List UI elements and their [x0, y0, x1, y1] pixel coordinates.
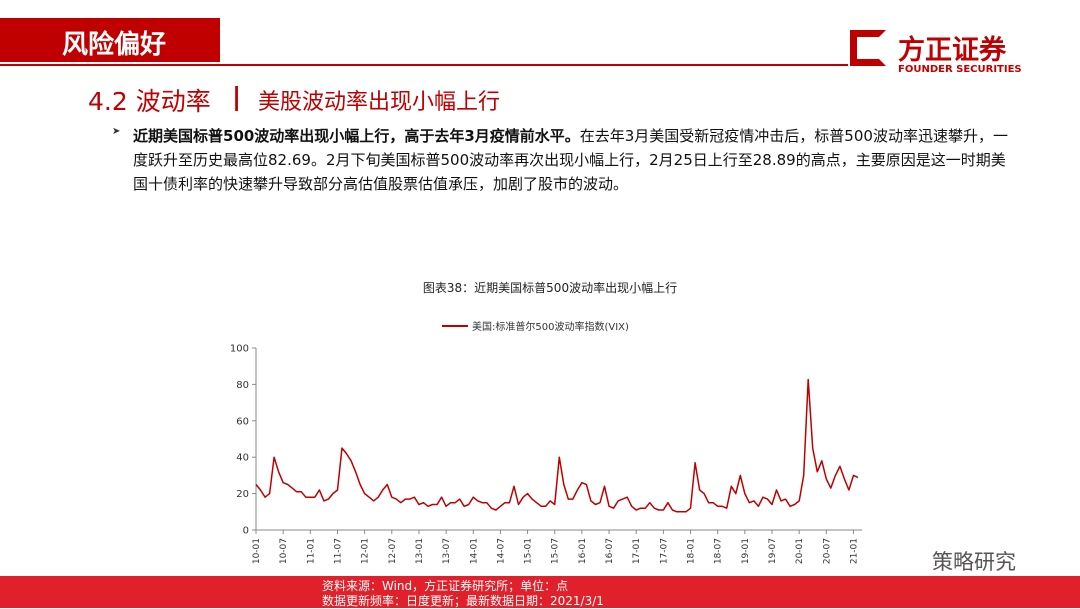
- bullet-mark: ➤: [112, 126, 121, 137]
- x-tick-label: 14-01: [469, 538, 479, 564]
- y-tick-label: 20: [236, 489, 249, 500]
- heading-title: 4.2 波动率: [88, 87, 211, 116]
- x-tick-label: 17-01: [632, 538, 642, 564]
- logo-cn: 方正证券: [898, 35, 1006, 66]
- x-tick-label: 14-07: [496, 538, 506, 564]
- x-tick-label: 16-07: [605, 538, 615, 564]
- footer-update: 数据更新频率：日度更新；最新数据日期：2021/3/1: [322, 594, 604, 608]
- bullet-body: 在去年3月美国受新冠疫情冲击后，标普500波动率迅速攀升，一度跃升至历史最高位8…: [133, 127, 1008, 193]
- logo-icon: [850, 30, 886, 66]
- x-tick-label: 16-01: [578, 538, 588, 564]
- x-tick-label: 10-07: [279, 538, 289, 564]
- y-tick-label: 80: [236, 380, 249, 391]
- chart-title: 图表38：近期美国标普500波动率出现小幅上行: [423, 280, 677, 295]
- line-series: [255, 378, 859, 513]
- x-tick-label: 19-07: [768, 538, 778, 564]
- x-tick-label: 18-07: [714, 538, 724, 564]
- x-tick-label: 13-01: [415, 538, 425, 564]
- x-tick-label: 20-07: [822, 538, 832, 564]
- heading-subtitle: 美股波动率出现小幅上行: [258, 90, 501, 115]
- x-tick-label: 12-07: [388, 538, 398, 564]
- y-tick-label: 100: [230, 344, 249, 355]
- header-box: [0, 18, 220, 62]
- y-tick-label: 60: [236, 416, 249, 427]
- y-tick-label: 40: [236, 453, 249, 464]
- bullet-text: 近期美国标普500波动率出现小幅上行，高于去年3月疫情前水平。在去年3月美国受新…: [133, 124, 1013, 196]
- x-tick-label: 13-07: [442, 538, 452, 564]
- legend-label: 美国:标准普尔500波动率指数(VIX): [472, 320, 629, 333]
- x-tick-label: 17-07: [659, 538, 669, 564]
- x-tick-label: 12-01: [361, 538, 371, 564]
- x-tick-label: 11-07: [333, 538, 343, 564]
- footer-band: [0, 576, 1080, 608]
- y-tick-label: 0: [243, 526, 249, 537]
- header-rule: [0, 64, 848, 66]
- footer-source: 资料来源：Wind，方正证券研究所；单位：点: [322, 579, 569, 593]
- logo-en: FOUNDER SECURITIES: [898, 64, 1022, 75]
- bullet-bold: 近期美国标普500波动率出现小幅上行，高于去年3月疫情前水平。: [133, 127, 580, 145]
- watermark: 策略研究: [932, 550, 1016, 574]
- x-tick-label: 10-01: [252, 538, 262, 564]
- header-section: 风险偏好: [62, 30, 167, 60]
- heading-separator: |: [232, 82, 242, 111]
- x-tick-label: 11-01: [306, 538, 316, 564]
- x-tick-label: 19-01: [741, 538, 751, 564]
- x-tick-label: 21-01: [849, 538, 859, 564]
- x-tick-label: 15-01: [524, 538, 534, 564]
- x-tick-label: 15-07: [551, 538, 561, 564]
- x-tick-label: 20-01: [795, 538, 805, 564]
- x-tick-label: 18-01: [687, 538, 697, 564]
